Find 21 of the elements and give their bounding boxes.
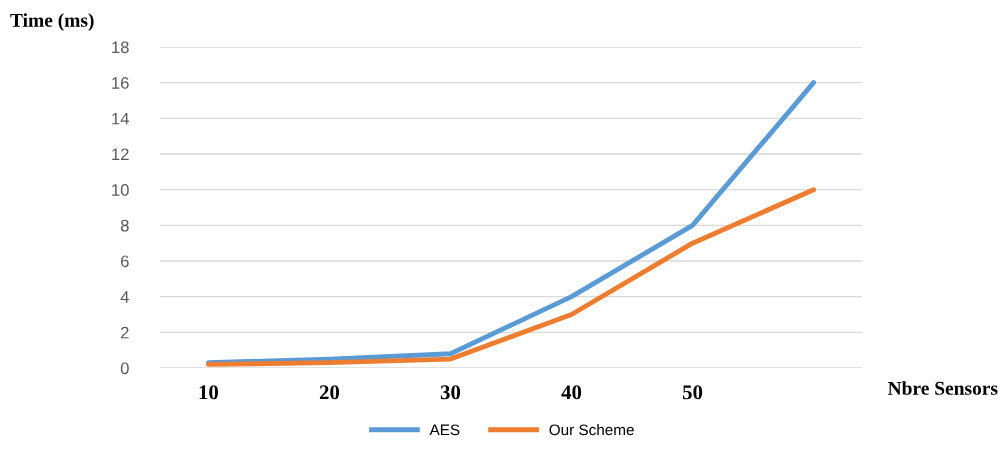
legend-label: Our Scheme — [549, 424, 634, 436]
y-tick-label: 4 — [120, 291, 129, 303]
y-tick-label: 8 — [120, 219, 129, 232]
x-tick-label: 10 — [199, 385, 219, 400]
x-tick-label: 50 — [682, 385, 703, 400]
y-tick-label: 2 — [121, 326, 129, 339]
line-series — [205, 187, 817, 367]
y-tick-label: 16 — [112, 77, 129, 89]
y-tick-label: 0 — [120, 362, 129, 375]
y-axis-title: Time (ms) — [10, 13, 94, 31]
y-tick-label: 18 — [112, 41, 129, 54]
y-tick-label: 12 — [112, 148, 129, 161]
x-tick-label: 40 — [561, 385, 582, 400]
x-axis-title: Nbre Sensors — [887, 381, 998, 395]
x-tick-label: 30 — [440, 385, 461, 400]
line-series — [205, 80, 817, 366]
legend-label: AES — [429, 424, 460, 436]
y-tick-label: 10 — [112, 184, 129, 196]
y-tick-label: 14 — [112, 112, 129, 125]
y-tick-label: 6 — [121, 255, 129, 268]
x-tick-label: 20 — [319, 385, 340, 400]
